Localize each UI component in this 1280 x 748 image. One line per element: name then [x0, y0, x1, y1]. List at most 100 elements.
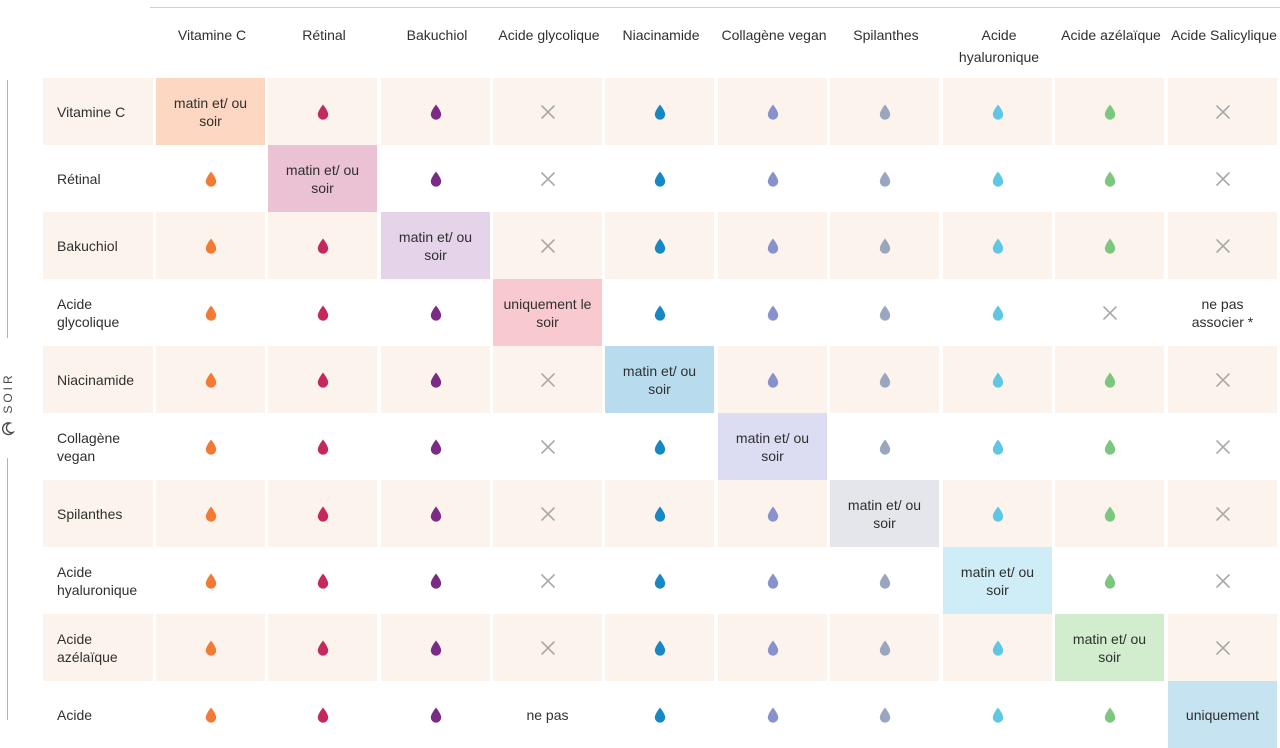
drop-icon: [430, 573, 442, 589]
side-divider-bottom: [7, 458, 8, 720]
cell-compatible: [605, 413, 714, 480]
drop-icon: [879, 439, 891, 455]
row-label-acide: Acide: [57, 706, 93, 723]
drop-icon: [654, 171, 666, 187]
drop-icon: [205, 171, 217, 187]
cell-compatible: [268, 614, 377, 681]
cell-compatible: [156, 681, 265, 748]
cell-text: matin et/ ou soir: [173, 94, 248, 129]
cell-note: matin et/ ou soir: [830, 480, 939, 547]
cross-icon: [1215, 171, 1230, 186]
row-label-acide-glycolique: Acide glycolique: [57, 295, 120, 330]
cell-text: ne pas: [526, 706, 569, 723]
drop-icon: [767, 171, 779, 187]
drop-icon: [205, 640, 217, 656]
cell-compatible: [381, 480, 490, 547]
cell-compatible: [830, 614, 939, 681]
cross-icon: [540, 372, 555, 387]
cell-compatible: [1055, 681, 1164, 748]
cell-incompatible: [1168, 480, 1277, 547]
side-divider-top: [7, 80, 8, 338]
row-label-retinal: Rétinal: [57, 170, 101, 187]
cell-text: matin et/ ou soir: [622, 362, 697, 397]
cross-icon: [1215, 573, 1230, 588]
drop-icon: [879, 573, 891, 589]
cell-compatible: [605, 78, 714, 145]
drop-icon: [992, 439, 1004, 455]
cell-compatible: [943, 145, 1052, 212]
cell-compatible: [943, 346, 1052, 413]
column-header-vitamine-c: Vitamine C: [177, 27, 247, 43]
drop-icon: [430, 707, 442, 723]
cell-compatible: [718, 78, 827, 145]
cell-note: matin et/ ou soir: [605, 346, 714, 413]
cell-text: matin et/ ou soir: [285, 161, 360, 196]
column-header-spilanthes: Spilanthes: [853, 27, 919, 43]
cell-incompatible: [493, 614, 602, 681]
cell-compatible: [156, 480, 265, 547]
cross-icon: [540, 238, 555, 253]
cell-text: matin et/ ou soir: [398, 228, 473, 263]
column-header-collagene-vegan: Collagène vegan: [721, 27, 827, 43]
cell-note: matin et/ ou soir: [718, 413, 827, 480]
drop-icon: [205, 305, 217, 321]
column-header-acide-glycolique: Acide glycolique: [498, 27, 600, 43]
cell-compatible: [605, 480, 714, 547]
top-divider: [150, 7, 1280, 8]
drop-icon: [205, 372, 217, 388]
drop-icon: [1104, 707, 1116, 723]
cell-note: matin et/ ou soir: [156, 78, 265, 145]
cell-compatible: [381, 279, 490, 346]
cell-compatible: [830, 145, 939, 212]
cell-incompatible: [1168, 547, 1277, 614]
column-header-niacinamide: Niacinamide: [622, 27, 700, 43]
cell-incompatible: [1168, 413, 1277, 480]
row-label-acide-azelaique: Acide azélaïque: [43, 614, 153, 681]
cell-compatible: [830, 78, 939, 145]
cell-compatible: [718, 681, 827, 748]
drop-icon: [879, 640, 891, 656]
cell-incompatible: [1168, 346, 1277, 413]
cell-compatible: [156, 145, 265, 212]
cross-icon: [540, 439, 555, 454]
drop-icon: [767, 305, 779, 321]
drop-icon: [654, 305, 666, 321]
cell-compatible: [605, 212, 714, 279]
cross-icon: [540, 171, 555, 186]
cell-compatible: [268, 480, 377, 547]
drop-icon: [992, 707, 1004, 723]
cell-text: uniquement: [1185, 706, 1260, 723]
row-label-vitamine-c: Vitamine C: [43, 78, 153, 145]
drop-icon: [430, 171, 442, 187]
cell-compatible: [605, 547, 714, 614]
cell-compatible: [381, 346, 490, 413]
cell-note: ne pas: [493, 681, 602, 748]
cross-icon: [1215, 238, 1230, 253]
cell-compatible: [1055, 212, 1164, 279]
column-header-bakuchiol: Bakuchiol: [406, 27, 468, 43]
cell-text: matin et/ ou soir: [1072, 630, 1147, 665]
drop-icon: [317, 640, 329, 656]
drop-icon: [767, 104, 779, 120]
cell-compatible: [381, 145, 490, 212]
cell-compatible: [268, 279, 377, 346]
drop-icon: [767, 707, 779, 723]
drop-icon: [317, 305, 329, 321]
cell-compatible: [830, 346, 939, 413]
cell-text: uniquement le soir: [503, 295, 592, 330]
cell-compatible: [830, 413, 939, 480]
drop-icon: [205, 506, 217, 522]
cell-compatible: [268, 346, 377, 413]
row-label-collagene-vegan: Collagène vegan: [57, 429, 121, 464]
cell-compatible: [1055, 480, 1164, 547]
cell-incompatible: [493, 145, 602, 212]
drop-icon: [1104, 372, 1116, 388]
row-label-bakuchiol: Bakuchiol: [43, 212, 153, 279]
drop-icon: [1104, 573, 1116, 589]
cell-note: ne pas associer *: [1168, 279, 1277, 346]
drop-icon: [654, 238, 666, 254]
drop-icon: [1104, 439, 1116, 455]
cell-note: uniquement le soir: [493, 279, 602, 346]
drop-icon: [317, 506, 329, 522]
drop-icon: [992, 305, 1004, 321]
